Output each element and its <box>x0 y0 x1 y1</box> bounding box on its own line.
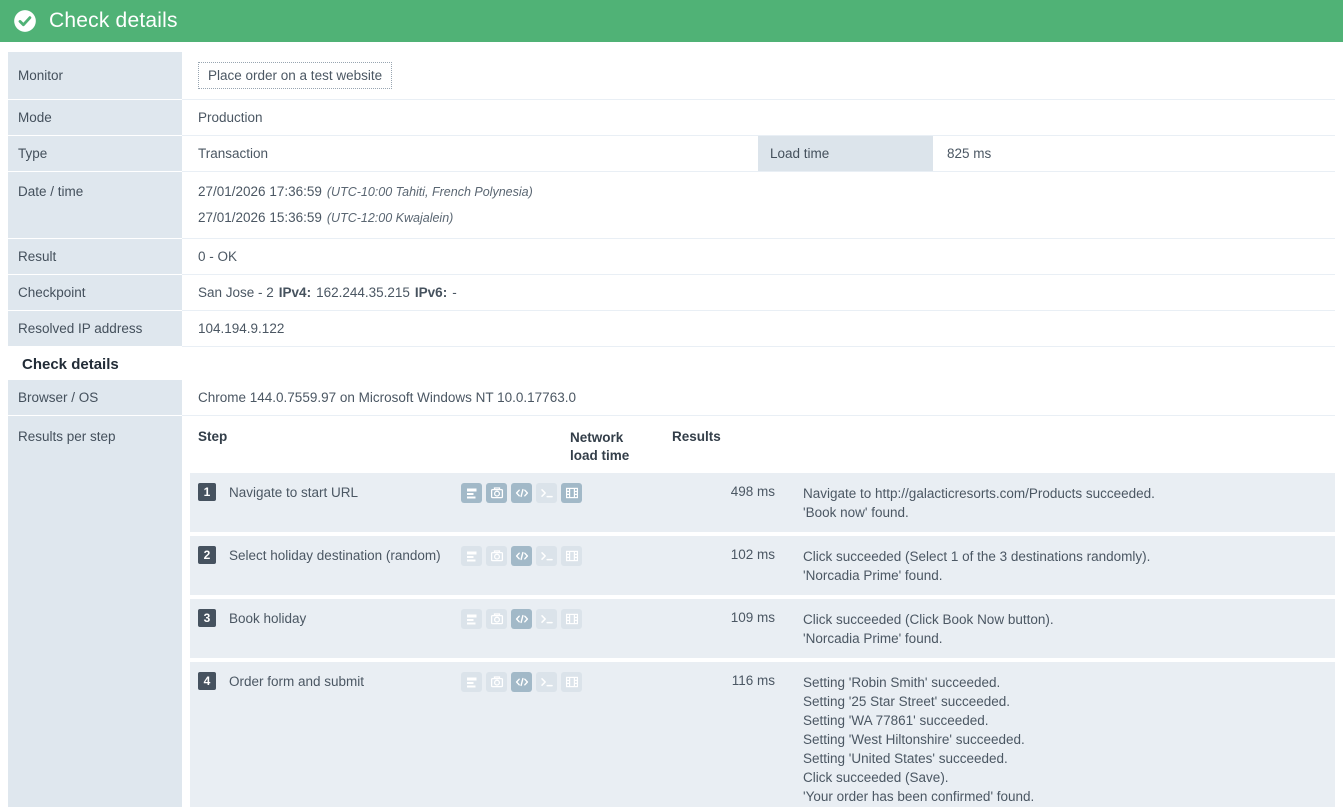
console-icon <box>536 672 557 692</box>
resolved-ip-row: Resolved IP address 104.194.9.122 <box>8 311 1335 347</box>
step-row: 1 Navigate to start URL 498 ms Navigate … <box>190 473 1335 532</box>
timezone-note: (UTC-10:00 Tahiti, French Polynesia) <box>326 185 533 199</box>
datetime-line: 27/01/2026 17:36:59 (UTC-10:00 Tahiti, Fr… <box>198 184 533 199</box>
datetime-label: Date / time <box>8 172 182 239</box>
step-title: Book holiday <box>229 610 307 626</box>
source-icon[interactable] <box>511 609 532 629</box>
step-title: Select holiday destination (random) <box>229 547 441 563</box>
datetime-row: Date / time 27/01/2026 17:36:59 (UTC-10:0… <box>8 172 1335 239</box>
step-row: 4 Order form and submit 116 ms Setting '… <box>190 662 1335 807</box>
monitor-row: Monitor Place order on a test website <box>8 52 1335 100</box>
load-time-value: 825 ms <box>947 146 992 161</box>
report-icon <box>461 609 482 629</box>
step-column-header: Step <box>198 429 228 444</box>
console-icon <box>536 483 557 503</box>
screenshot-icon <box>486 609 507 629</box>
step-action-icons <box>461 546 591 566</box>
video-icon <box>561 609 582 629</box>
source-icon[interactable] <box>511 546 532 566</box>
results-column-header: Results <box>672 429 721 444</box>
page-title: Check details <box>49 9 178 32</box>
result-value: 0 - OK <box>198 249 238 264</box>
type-label: Type <box>8 136 182 172</box>
step-row: 3 Book holiday 109 ms Click succeeded (C… <box>190 599 1335 658</box>
video-icon[interactable] <box>561 483 582 503</box>
mode-row: Mode Production <box>8 100 1335 136</box>
page-header: Check details <box>0 0 1343 42</box>
result-row: Result 0 - OK <box>8 239 1335 275</box>
report-icon <box>461 672 482 692</box>
report-icon <box>461 546 482 566</box>
video-icon <box>561 672 582 692</box>
resolved-ip-value: 104.194.9.122 <box>198 321 285 336</box>
details-panel: Monitor Place order on a test website Mo… <box>8 52 1335 807</box>
step-title: Order form and submit <box>229 673 365 689</box>
step-row: 2 Select holiday destination (random) 10… <box>190 536 1335 595</box>
step-title: Navigate to start URL <box>229 484 359 500</box>
step-results: Click succeeded (Click Book Now button).… <box>803 612 1054 646</box>
timezone-note: (UTC-12:00 Kwajalein) <box>326 211 454 225</box>
network-load-time: 498 ms <box>730 484 775 499</box>
step-action-icons <box>461 483 591 503</box>
network-load-time: 109 ms <box>730 610 775 625</box>
step-action-icons <box>461 672 591 692</box>
type-value: Transaction <box>198 146 269 161</box>
video-icon <box>561 546 582 566</box>
result-label: Result <box>8 239 182 275</box>
load-time-label: Load time <box>758 136 933 171</box>
step-number-badge: 2 <box>198 546 216 564</box>
ipv6-value: - <box>452 285 457 300</box>
source-icon[interactable] <box>511 672 532 692</box>
source-icon[interactable] <box>511 483 532 503</box>
network-load-time: 116 ms <box>731 673 775 688</box>
ipv6-label: IPv6: <box>414 285 448 300</box>
ipv4-label: IPv4: <box>278 285 312 300</box>
step-results: Click succeeded (Select 1 of the 3 desti… <box>803 549 1151 583</box>
checkpoint-value: San Jose - 2 IPv4: 162.244.35.215 IPv6: … <box>182 275 1335 310</box>
network-load-time-column-header: Network load time <box>570 430 630 463</box>
steps-table: Step Network load time Results 1 Navigat… <box>190 416 1335 807</box>
console-icon <box>536 546 557 566</box>
screenshot-icon[interactable] <box>486 483 507 503</box>
browser-os-label: Browser / OS <box>8 380 182 416</box>
monitor-name-link[interactable]: Place order on a test website <box>198 62 393 89</box>
step-number-badge: 4 <box>198 672 216 690</box>
step-results: Navigate to http://galacticresorts.com/P… <box>803 486 1155 520</box>
results-per-step-label: Results per step <box>8 416 182 807</box>
browser-os-value: Chrome 144.0.7559.97 on Microsoft Window… <box>198 390 576 405</box>
resolved-ip-label: Resolved IP address <box>8 311 182 347</box>
network-load-time: 102 ms <box>730 547 775 562</box>
ipv4-value: 162.244.35.215 <box>316 285 410 300</box>
steps-table-header: Step Network load time Results <box>190 416 1335 473</box>
results-per-step-row: Results per step Step Network load time … <box>8 416 1335 807</box>
mode-value: Production <box>198 110 263 125</box>
checkpoint-name: San Jose - 2 <box>198 285 274 300</box>
step-action-icons <box>461 609 591 629</box>
screenshot-icon <box>486 546 507 566</box>
console-icon <box>536 609 557 629</box>
check-details-section-heading: Check details <box>22 356 119 373</box>
browser-os-row: Browser / OS Chrome 144.0.7559.97 on Mic… <box>8 380 1335 416</box>
monitor-label: Monitor <box>8 52 182 100</box>
mode-label: Mode <box>8 100 182 136</box>
step-results: Setting 'Robin Smith' succeeded. Setting… <box>803 675 1035 804</box>
type-row: Type Transaction Load time 825 ms <box>8 136 1335 172</box>
check-circle-icon <box>14 10 36 32</box>
checkpoint-label: Checkpoint <box>8 275 182 311</box>
checkpoint-row: Checkpoint San Jose - 2 IPv4: 162.244.35… <box>8 275 1335 311</box>
step-number-badge: 1 <box>198 483 216 501</box>
step-number-badge: 3 <box>198 609 216 627</box>
screenshot-icon <box>486 672 507 692</box>
datetime-line: 27/01/2026 15:36:59 (UTC-12:00 Kwajalein) <box>198 210 454 225</box>
report-icon[interactable] <box>461 483 482 503</box>
